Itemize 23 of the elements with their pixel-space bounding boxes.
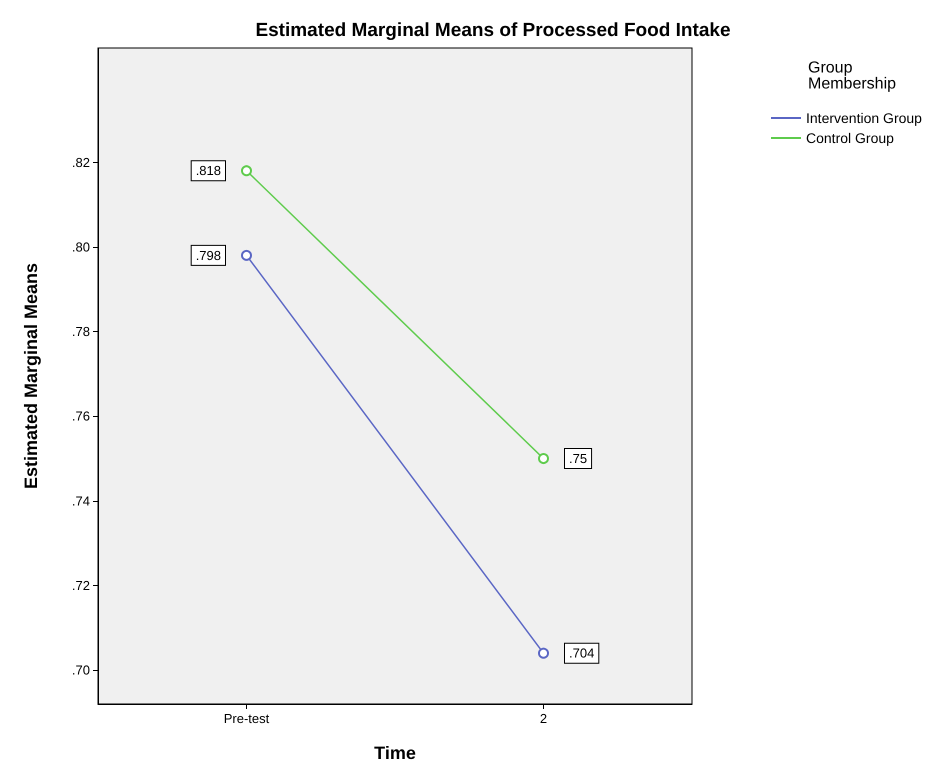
legend-label: Intervention Group (806, 110, 922, 126)
data-label: .798 (196, 248, 221, 263)
data-label: .818 (196, 163, 221, 178)
point (538, 453, 549, 464)
x-tick-label: 2 (540, 711, 548, 726)
legend-label: Control Group (806, 130, 894, 146)
y-axis-title: Estimated Marginal Means (21, 262, 41, 490)
data-label: .704 (569, 646, 594, 661)
y-tick-label: .82 (72, 154, 90, 170)
y-tick-label: .70 (72, 662, 90, 678)
y-tick-label: .72 (72, 578, 90, 593)
legend-title: Group Membership (808, 60, 896, 92)
point (241, 165, 252, 176)
x-tick-label: Pre-test (224, 711, 270, 726)
point (538, 648, 549, 659)
y-tick-label: .74 (72, 493, 90, 508)
chart-title: Estimated Marginal Means of Processed Food Intake (255, 20, 731, 41)
y-tick-label: .80 (72, 239, 90, 254)
y-tick-label: .78 (72, 324, 90, 340)
data-label: .75 (569, 451, 588, 466)
y-tick-label: .76 (72, 408, 90, 424)
point (241, 250, 252, 261)
x-axis-title: Time (374, 743, 416, 763)
